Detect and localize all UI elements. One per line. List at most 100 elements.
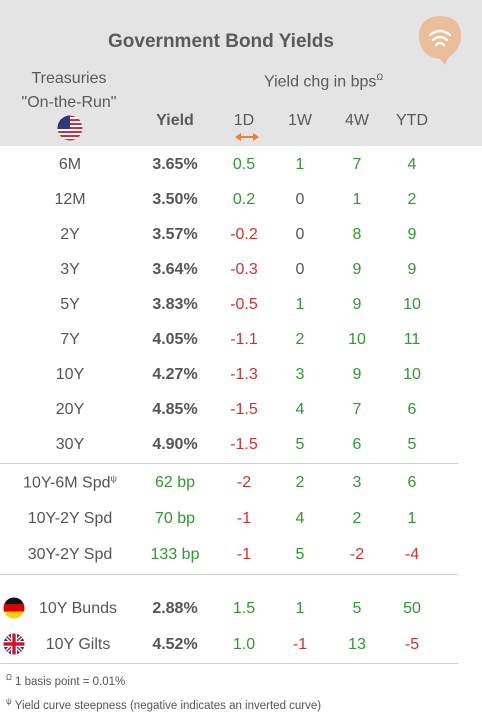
divider	[0, 663, 458, 664]
yield-value: 4.27%	[152, 365, 198, 383]
table-header: Government Bond Yields Treasuries "On-th…	[0, 0, 482, 146]
row-label: 30Y	[55, 435, 85, 453]
change-4w: 13	[348, 635, 366, 653]
change-1w: 2	[295, 330, 305, 348]
yield-value: 3.50%	[152, 190, 198, 208]
page-title: Government Bond Yields	[108, 31, 334, 52]
footnote-yield-curve: ψ Yield curve steepness (negative indicat…	[6, 697, 322, 712]
treasury-row: 5Y 3.83% -0.5 1 9 10	[0, 287, 482, 322]
spread-row: 10Y-6M Spdψ 62 bp -2 2 3 6	[0, 465, 482, 500]
treasuries-label: Treasuries	[31, 70, 107, 87]
treasury-row: 6M 3.65% 0.5 1 7 4	[0, 147, 482, 182]
change-1d: -1.5	[230, 400, 258, 418]
col-4w: 4W	[345, 112, 369, 129]
change-ytd: 9	[407, 260, 417, 278]
yield-value: 4.52%	[152, 635, 198, 653]
yield-value: 4.05%	[152, 330, 198, 348]
change-ytd: 4	[407, 155, 417, 173]
change-ytd: 6	[407, 400, 417, 418]
change-4w: 10	[348, 330, 366, 348]
change-1w: 1	[295, 155, 305, 173]
change-1w: -1	[292, 635, 308, 653]
spread-row: 30Y-2Y Spd 133 bp -1 5 -2 -4	[0, 537, 482, 572]
change-4w: 6	[352, 435, 362, 453]
change-1d: -0.3	[230, 260, 258, 278]
change-1d: 0.2	[232, 190, 256, 208]
change-ytd: 2	[407, 190, 417, 208]
change-1w: 0	[295, 260, 305, 278]
col-yield: Yield	[156, 112, 194, 129]
change-ytd: 5	[407, 435, 417, 453]
change-1d: 0.5	[232, 155, 256, 173]
treasury-row: 3Y 3.64% -0.3 0 9 9	[0, 252, 482, 287]
change-1w: 1	[295, 599, 305, 617]
change-1w: 0	[295, 225, 305, 243]
yield-value: 4.90%	[152, 435, 198, 453]
change-1d: -1.5	[230, 435, 258, 453]
row-label: 30Y-2Y Spd	[27, 545, 113, 563]
change-1w: 4	[295, 400, 305, 418]
change-1w: 3	[295, 365, 305, 383]
change-1w: 2	[295, 473, 305, 491]
yield-value: 3.83%	[152, 295, 198, 313]
change-ytd: 10	[403, 295, 421, 313]
yield-chg-label: Yield chg in bpsΩ	[264, 72, 384, 91]
treasury-row: 7Y 4.05% -1.1 2 10 11	[0, 322, 482, 357]
change-1w: 1	[295, 295, 305, 313]
psi-footnote-mark: ψ	[110, 472, 117, 483]
change-4w: 3	[352, 473, 362, 491]
change-ytd: -5	[404, 635, 420, 653]
spread-row: 10Y-2Y Spd 70 bp -1 4 2 1	[0, 501, 482, 536]
change-4w: 1	[352, 190, 362, 208]
change-4w: 2	[352, 509, 362, 527]
change-1d: 1.5	[232, 599, 256, 617]
row-label: 10Y Bunds	[39, 599, 117, 617]
row-label: 3Y	[60, 260, 80, 278]
omega-footnote-mark: Ω	[376, 72, 384, 82]
change-4w: -2	[349, 545, 365, 563]
treasury-row: 2Y 3.57% -0.2 0 8 9	[0, 217, 482, 252]
row-label: 10Y-6M Spdψ	[23, 472, 117, 492]
row-label: 5Y	[60, 295, 80, 313]
row-label: 6M	[58, 155, 82, 173]
change-1d: -0.5	[230, 295, 258, 313]
change-1w: 5	[295, 545, 305, 563]
change-1d: -2	[236, 473, 252, 491]
divider	[0, 463, 458, 464]
change-4w: 9	[352, 365, 362, 383]
yield-value: 70 bp	[154, 509, 196, 527]
sort-arrows-icon[interactable]	[234, 132, 260, 142]
row-label: 7Y	[60, 330, 80, 348]
change-4w: 5	[352, 599, 362, 617]
change-ytd: 6	[407, 473, 417, 491]
change-1w: 5	[295, 435, 305, 453]
logo-icon	[419, 16, 461, 65]
treasury-row: 30Y 4.90% -1.5 5 6 5	[0, 427, 482, 462]
yield-value: 3.64%	[152, 260, 198, 278]
change-1d: -1	[236, 545, 252, 563]
yield-value: 133 bp	[150, 545, 200, 563]
change-ytd: 10	[403, 365, 421, 383]
col-1d: 1D	[233, 112, 255, 129]
treasury-row: 10Y 4.27% -1.3 3 9 10	[0, 357, 482, 392]
treasury-row: 20Y 4.85% -1.5 4 7 6	[0, 392, 482, 427]
row-label: 12M	[54, 190, 86, 208]
change-1w: 0	[295, 190, 305, 208]
yield-value: 3.57%	[152, 225, 198, 243]
change-4w: 7	[352, 400, 362, 418]
change-4w: 8	[352, 225, 362, 243]
yield-value: 62 bp	[154, 473, 196, 491]
change-1d: -1.1	[230, 330, 258, 348]
change-ytd: 50	[403, 599, 421, 617]
uk-flag-icon	[3, 633, 25, 655]
change-4w: 9	[352, 260, 362, 278]
yield-value: 4.85%	[152, 400, 198, 418]
change-1d: -1.3	[230, 365, 258, 383]
yield-value: 2.88%	[152, 599, 198, 617]
change-4w: 9	[352, 295, 362, 313]
row-label: 10Y-2Y Spd	[27, 509, 113, 527]
change-1d: -0.2	[230, 225, 258, 243]
treasury-row: 12M 3.50% 0.2 0 1 2	[0, 182, 482, 217]
row-label: 20Y	[55, 400, 85, 418]
